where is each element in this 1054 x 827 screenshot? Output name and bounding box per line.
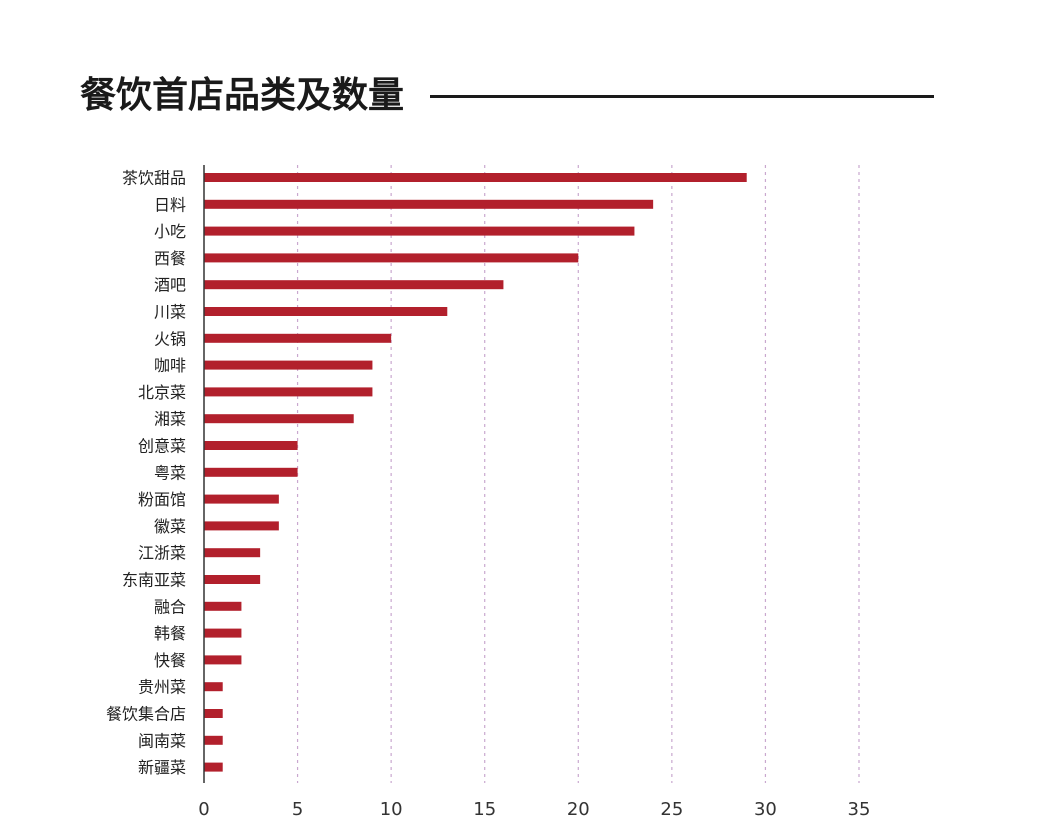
category-labels: 茶饮甜品日料小吃西餐酒吧川菜火锅咖啡北京菜湘菜创意菜粤菜粉面馆徽菜江浙菜东南亚菜… [106, 169, 186, 778]
x-tick-label: 15 [473, 799, 496, 820]
category-label: 创意菜 [138, 437, 186, 456]
category-label: 新疆菜 [138, 758, 186, 777]
category-label: 粉面馆 [138, 490, 186, 509]
bar [204, 762, 223, 772]
category-label: 东南亚菜 [122, 571, 186, 590]
x-tick-labels: 0 5 10 15 20 25 30 35 [198, 799, 870, 820]
category-label: 粤菜 [154, 463, 186, 482]
category-label: 火锅 [154, 329, 186, 348]
category-label: 贵州菜 [138, 678, 186, 697]
title-divider [430, 95, 934, 98]
category-label: 茶饮甜品 [122, 169, 186, 188]
bar [204, 682, 223, 692]
x-tick-label: 25 [660, 799, 683, 820]
bar [204, 655, 242, 665]
bar [204, 601, 242, 611]
bar [204, 467, 298, 477]
x-tick-label: 10 [380, 799, 403, 820]
category-label: 湘菜 [154, 410, 186, 429]
bar [204, 226, 635, 236]
category-label: 酒吧 [154, 276, 186, 295]
category-label: 餐饮集合店 [106, 705, 186, 724]
category-label: 韩餐 [154, 624, 186, 643]
bar [204, 709, 223, 718]
bar [204, 333, 392, 343]
bar [204, 548, 261, 558]
category-label: 咖啡 [154, 356, 186, 375]
bar [204, 253, 579, 263]
bar [204, 307, 448, 316]
bar [204, 360, 373, 370]
bar [204, 387, 373, 397]
x-tick-label: 0 [198, 799, 209, 820]
bar [204, 521, 279, 531]
x-tick-label: 20 [567, 799, 590, 820]
chart-title: 餐饮首店品类及数量 [80, 75, 405, 116]
bar [204, 199, 654, 209]
x-tick-label: 5 [292, 799, 303, 820]
grid-lines [296, 165, 860, 783]
bar [204, 441, 298, 450]
category-label: 快餐 [154, 651, 186, 670]
x-tick-label: 35 [848, 799, 871, 820]
bar [204, 628, 242, 638]
bar [204, 735, 223, 745]
category-label: 北京菜 [138, 383, 186, 402]
bars [204, 173, 747, 772]
category-label: 闽南菜 [138, 731, 186, 750]
category-label: 融合 [154, 597, 186, 616]
category-label: 徽菜 [154, 517, 186, 536]
x-tick-label: 30 [754, 799, 777, 820]
category-label: 小吃 [154, 222, 186, 241]
category-label: 江浙菜 [138, 544, 186, 563]
bar [204, 494, 279, 504]
bar [204, 280, 504, 290]
category-label: 日料 [154, 195, 186, 214]
bar [204, 575, 261, 584]
chart-header: 餐饮首店品类及数量 [80, 70, 940, 126]
category-label: 川菜 [154, 303, 186, 322]
category-label: 西餐 [154, 249, 186, 268]
bar [204, 173, 747, 182]
bar [204, 414, 354, 424]
